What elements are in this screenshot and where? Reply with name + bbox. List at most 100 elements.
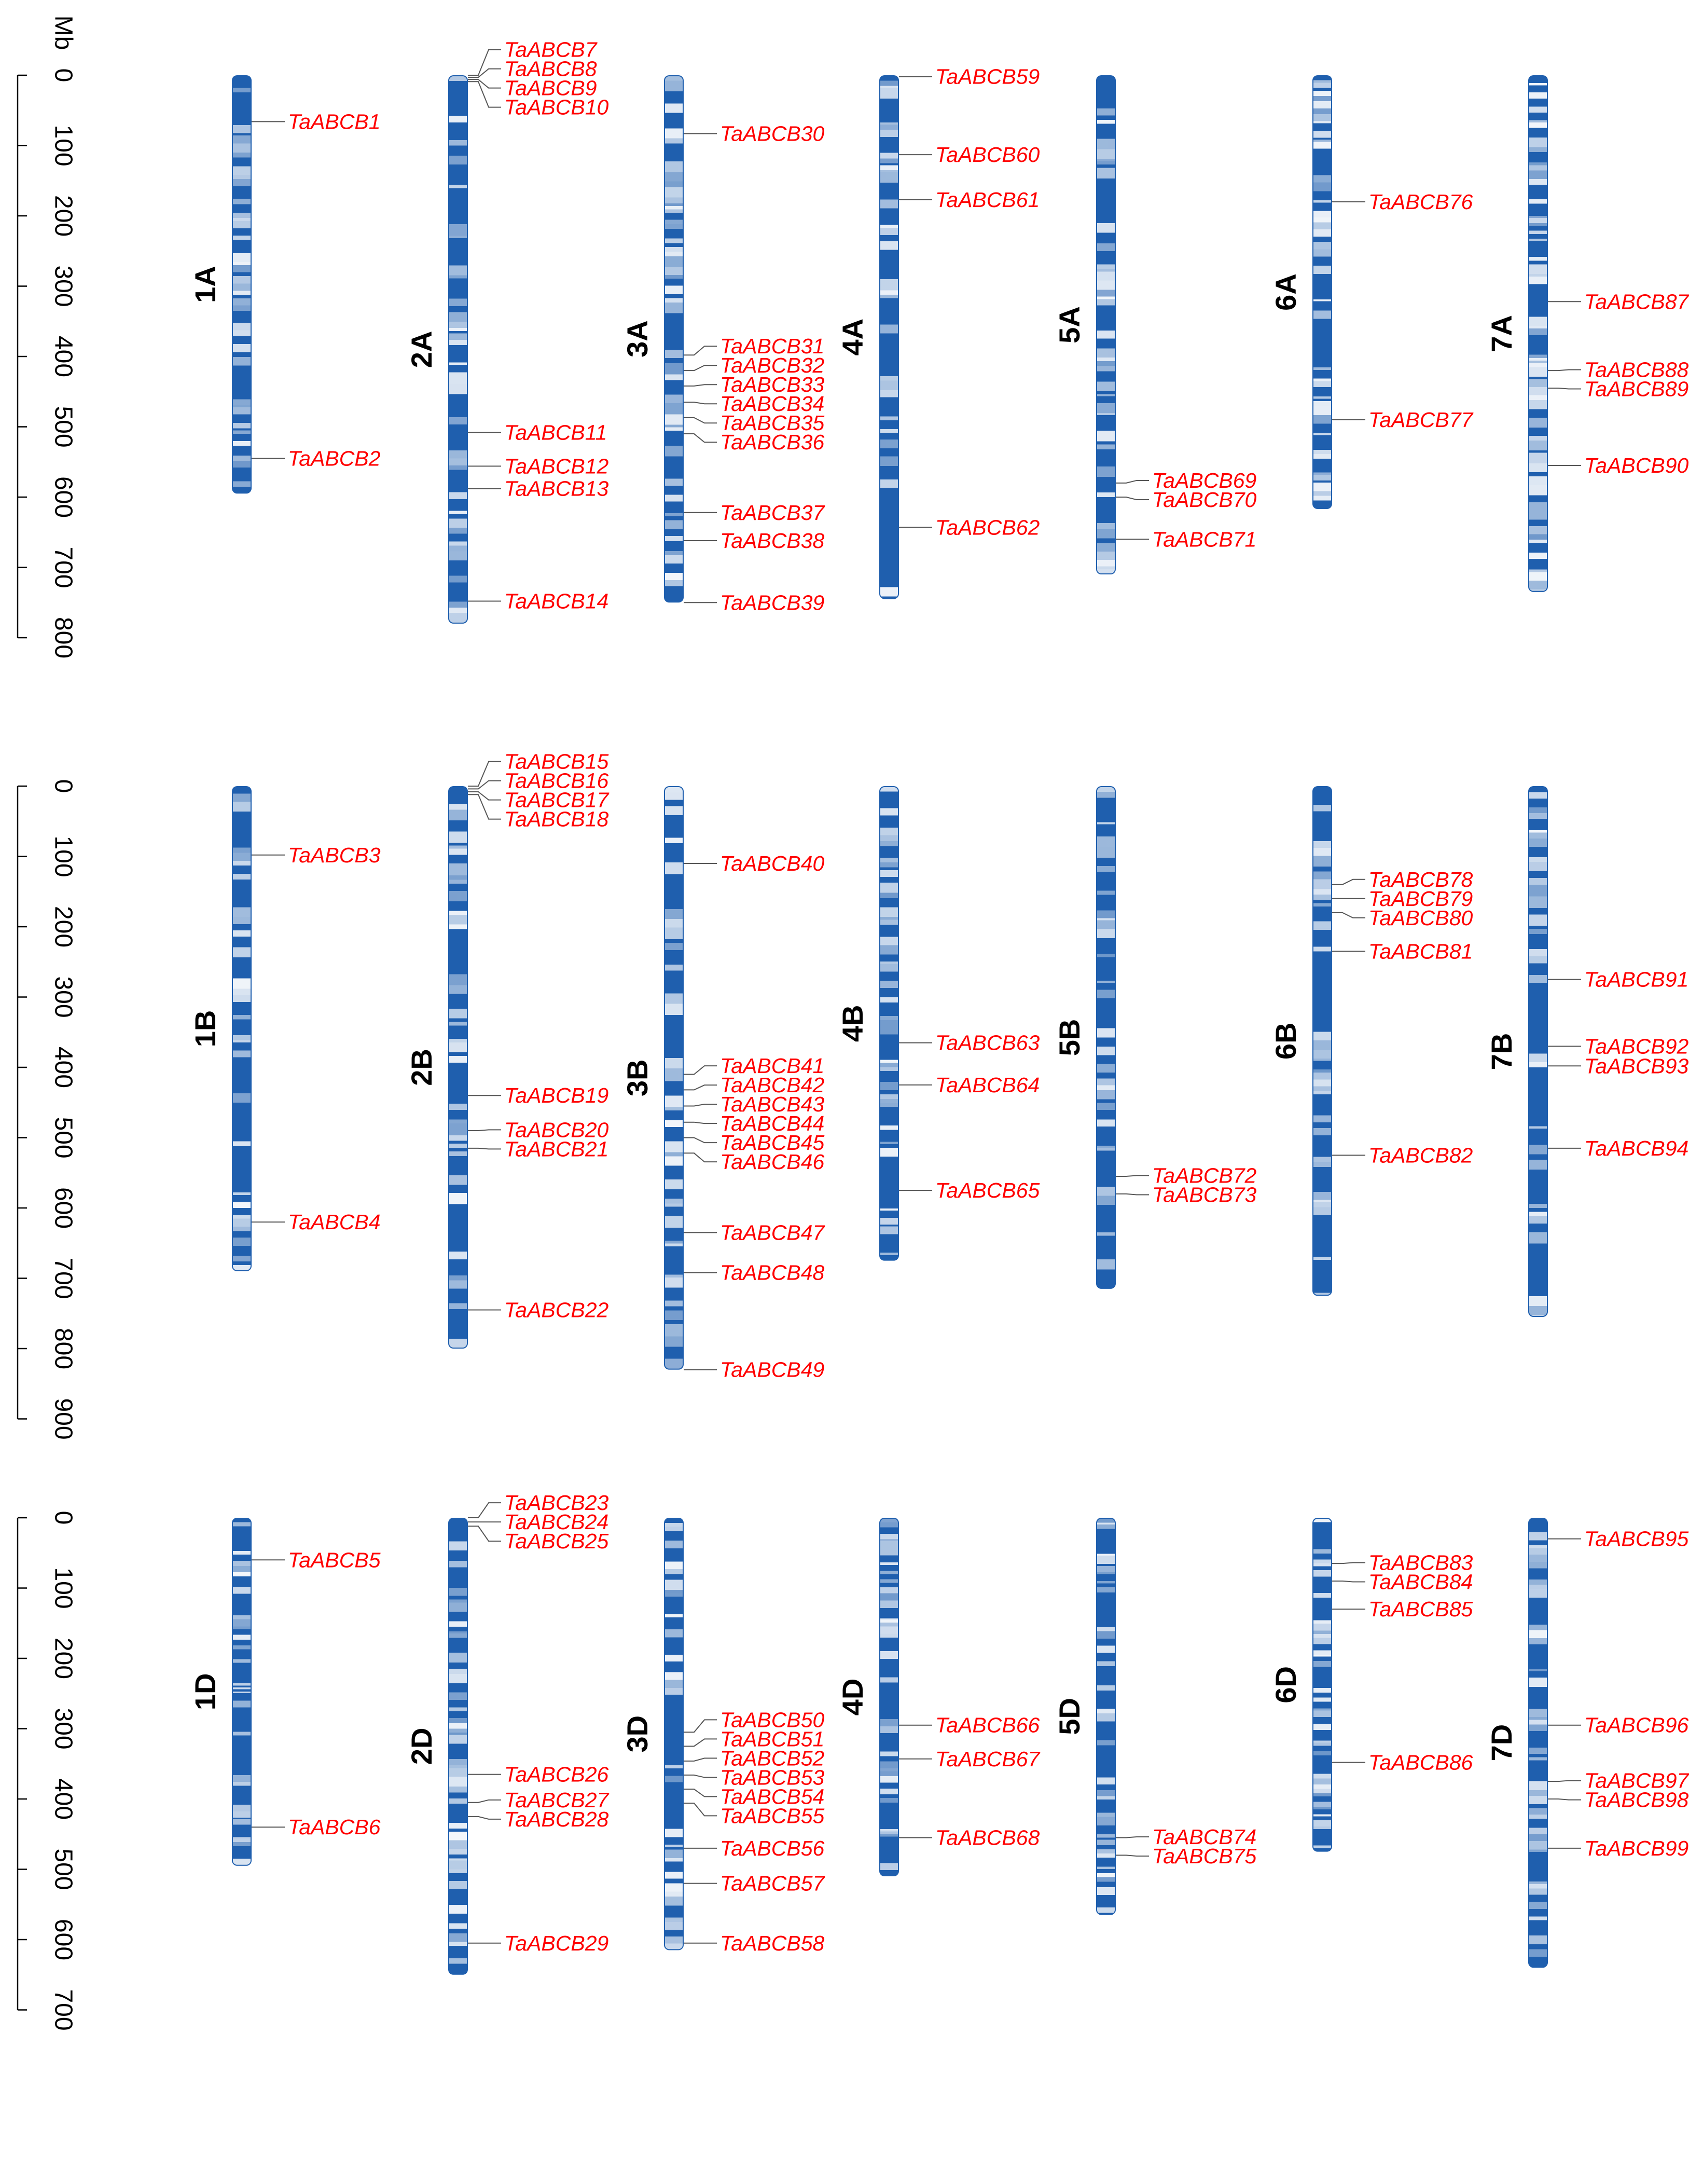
gene-connector [468, 81, 501, 108]
gene-connector [468, 794, 501, 820]
axis-tick-label: 100 [50, 125, 77, 166]
gene-connector [1116, 479, 1149, 484]
gene-marker: TaABCB6 [252, 1815, 381, 1839]
gene-label: TaABCB89 [1584, 377, 1688, 401]
gene-connector [684, 417, 717, 424]
gene-label: TaABCB31 [720, 334, 824, 358]
gene-label: TaABCB40 [720, 851, 825, 875]
gene-label: TaABCB73 [1152, 1183, 1257, 1206]
axis-tick-label: 600 [50, 1919, 77, 1960]
mb-axis: 0 100 200 300 400 500 600 700 800 Mb [17, 16, 77, 658]
chromosome-label: 2B [405, 1049, 438, 1086]
gene-marker: TaABCB83 [1332, 1551, 1473, 1575]
gene-marker: TaABCB16 [468, 769, 609, 793]
gene-label: TaABCB96 [1584, 1713, 1689, 1737]
chromosome-label: 3A [621, 320, 654, 358]
gene-label: TaABCB87 [1584, 290, 1689, 313]
chromosome-bands [1097, 76, 1115, 574]
gene-marker: TaABCB46 [684, 1150, 825, 1174]
gene-label: TaABCB56 [720, 1836, 825, 1860]
gene-marker: TaABCB79 [1332, 887, 1473, 911]
chromosome-bands [449, 787, 467, 1348]
gene-label: TaABCB16 [504, 769, 609, 793]
gene-marker: TaABCB13 [468, 477, 609, 501]
gene-marker: TaABCB37 [684, 501, 826, 525]
gene-connector [468, 780, 501, 790]
axis-tick-label: 500 [50, 406, 77, 447]
gene-marker: TaABCB20 [468, 1118, 609, 1142]
axis-tick-label: 900 [50, 1398, 77, 1439]
gene-connector [684, 1803, 717, 1817]
gene-marker: TaABCB8 [468, 57, 597, 81]
gene-label: TaABCB23 [504, 1491, 609, 1515]
gene-connector [684, 1065, 717, 1075]
gene-connector [1548, 369, 1581, 372]
gene-connector [684, 1719, 717, 1733]
gene-label: TaABCB90 [1584, 454, 1689, 477]
gene-label: TaABCB70 [1152, 488, 1257, 512]
gene-marker: TaABCB64 [899, 1073, 1040, 1097]
gene-label: TaABCB35 [720, 411, 825, 435]
chromosome-3B: 3BTaABCB40TaABCB41TaABCB42TaABCB43TaABCB… [621, 786, 826, 1382]
gene-label: TaABCB18 [504, 807, 609, 831]
gene-marker: TaABCB69 [1116, 469, 1256, 492]
gene-marker: TaABCB30 [684, 121, 825, 145]
chromosome-bands [1529, 1519, 1547, 1967]
gene-marker: TaABCB28 [468, 1807, 609, 1831]
gene-marker: TaABCB68 [899, 1826, 1040, 1850]
gene-marker: TaABCB39 [684, 590, 824, 614]
gene-marker: TaABCB62 [899, 515, 1040, 539]
gene-connector [1332, 1562, 1365, 1564]
gene-label: TaABCB44 [720, 1111, 824, 1135]
gene-label: TaABCB95 [1584, 1527, 1689, 1551]
gene-connector [684, 346, 717, 356]
gene-marker: TaABCB96 [1548, 1713, 1689, 1737]
gene-marker: TaABCB25 [468, 1526, 609, 1553]
gene-connector [1116, 497, 1149, 500]
gene-marker: TaABCB72 [1116, 1163, 1257, 1187]
gene-marker: TaABCB47 [684, 1220, 826, 1244]
gene-label: TaABCB47 [720, 1220, 826, 1244]
gene-marker: TaABCB84 [1332, 1570, 1473, 1594]
gene-label: TaABCB97 [1584, 1769, 1689, 1793]
gene-marker: TaABCB44 [684, 1111, 824, 1135]
gene-marker: TaABCB42 [684, 1073, 825, 1097]
gene-label: TaABCB69 [1152, 469, 1256, 492]
axis-tick-label: 700 [50, 1257, 77, 1299]
gene-label: TaABCB5 [288, 1548, 381, 1572]
gene-marker: TaABCB98 [1548, 1788, 1689, 1812]
gene-label: TaABCB86 [1368, 1751, 1473, 1775]
chromosome-bands [233, 787, 251, 1270]
gene-marker: TaABCB77 [1332, 408, 1474, 432]
gene-label: TaABCB77 [1368, 408, 1474, 432]
gene-label: TaABCB37 [720, 501, 826, 525]
gene-marker: TaABCB80 [1332, 906, 1473, 930]
gene-marker: TaABCB10 [468, 81, 609, 119]
gene-marker: TaABCB48 [684, 1261, 825, 1285]
gene-marker: TaABCB59 [899, 65, 1040, 89]
gene-label: TaABCB85 [1368, 1597, 1473, 1621]
gene-marker: TaABCB15 [468, 750, 609, 787]
gene-label: TaABCB38 [720, 529, 825, 553]
gene-marker: TaABCB11 [468, 420, 607, 444]
gene-label: TaABCB41 [720, 1054, 824, 1078]
chromosome-6A: 6A TaABCB76 TaABCB77 [1269, 75, 1474, 510]
gene-label: TaABCB46 [720, 1150, 825, 1174]
gene-label: TaABCB39 [720, 590, 824, 614]
gene-label: TaABCB91 [1584, 968, 1688, 992]
axis-tick-label: 800 [50, 617, 77, 658]
axis-tick-label: 300 [50, 265, 77, 307]
axis-tick-label: 0 [50, 68, 77, 83]
gene-marker: TaABCB95 [1548, 1527, 1689, 1551]
gene-marker: TaABCB66 [899, 1713, 1040, 1737]
gene-label: TaABCB74 [1152, 1825, 1256, 1849]
gene-marker: TaABCB4 [252, 1210, 381, 1234]
gene-label: TaABCB57 [720, 1872, 826, 1895]
gene-marker: TaABCB7 [468, 38, 598, 76]
gene-marker: TaABCB57 [684, 1872, 826, 1895]
